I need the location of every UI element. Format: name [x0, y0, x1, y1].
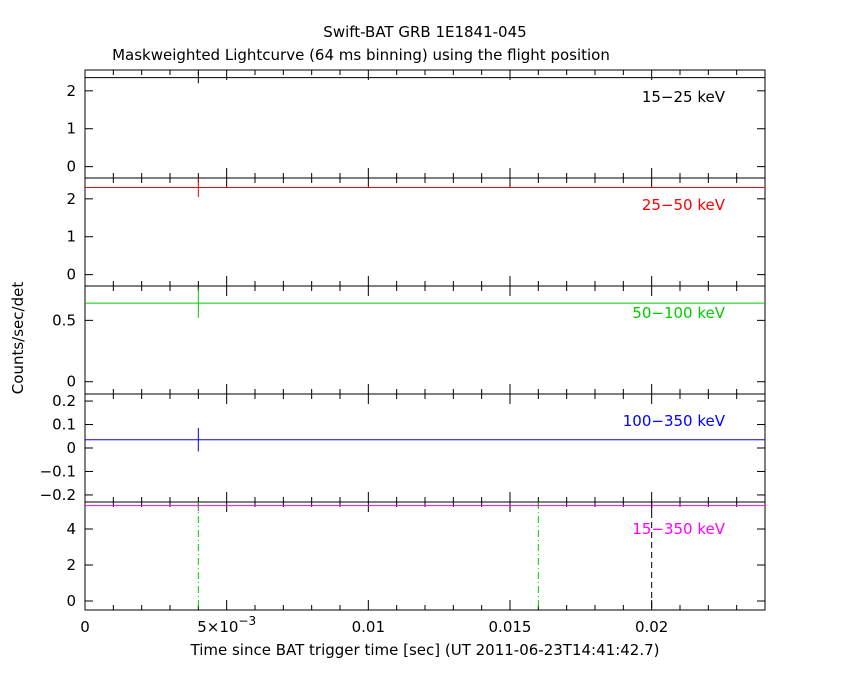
- y-tick-label: 4: [66, 520, 76, 538]
- panel-1: 0 1 2 25−50 keV: [66, 177, 766, 287]
- y-axis-label: Counts/sec/det: [9, 282, 27, 395]
- x-tick-label: 0.01: [352, 618, 385, 636]
- panel-2: 0 0.5 50−100 keV: [52, 285, 766, 395]
- panel-frame: [84, 69, 766, 179]
- panel-frame: [84, 285, 766, 395]
- y-tick-label: 0.2: [52, 392, 76, 410]
- y-tick-label: 0: [66, 373, 76, 391]
- y-tick-label: 0: [66, 266, 76, 284]
- x-axis-label: Time since BAT trigger time [sec] (UT 20…: [190, 641, 660, 659]
- panels-group: 0 1 2 15−25 keV 0 1 2 25−50 keV 0 0.5 50−100 keV −0…: [40, 69, 766, 611]
- x-tick-label: 5×10−3: [197, 614, 256, 636]
- chart-title: Swift-BAT GRB 1E1841-045: [323, 23, 526, 41]
- x-tick-label: 0.015: [489, 618, 532, 636]
- y-tick-label: 2: [66, 82, 76, 100]
- chart-subtitle: Maskweighted Lightcurve (64 ms binning) …: [112, 46, 610, 64]
- x-tick-label: 0: [80, 618, 90, 636]
- panel-0: 0 1 2 15−25 keV: [66, 69, 766, 179]
- y-tick-label: 0: [66, 592, 76, 610]
- y-tick-label: 0: [66, 439, 76, 457]
- x-tick-label: 0.02: [635, 618, 668, 636]
- panel-frame: [84, 393, 766, 503]
- y-tick-label: 0.5: [52, 311, 76, 329]
- x-axis: 0 5×10−3 0.01 0.015 0.02: [80, 614, 668, 636]
- y-tick-label: 2: [66, 556, 76, 574]
- band-label: 50−100 keV: [632, 304, 725, 322]
- y-tick-label: 1: [66, 228, 76, 246]
- panel-frame: [84, 177, 766, 287]
- panel-3: −0.2 −0.1 0 0.1 0.2 100−350 keV: [40, 392, 766, 504]
- band-label: 100−350 keV: [623, 412, 726, 430]
- band-label: 15−350 keV: [632, 520, 725, 538]
- panel-frame: [84, 501, 766, 611]
- panel-4: 0 2 4 15−350 keV: [66, 501, 766, 611]
- y-tick-label: 2: [66, 190, 76, 208]
- band-label: 25−50 keV: [642, 196, 726, 214]
- band-label: 15−25 keV: [642, 88, 726, 106]
- y-tick-label: 0: [66, 158, 76, 176]
- y-tick-label: −0.2: [40, 486, 76, 504]
- y-tick-label: 1: [66, 120, 76, 138]
- y-tick-label: −0.1: [40, 462, 76, 480]
- y-tick-label: 0.1: [52, 416, 76, 434]
